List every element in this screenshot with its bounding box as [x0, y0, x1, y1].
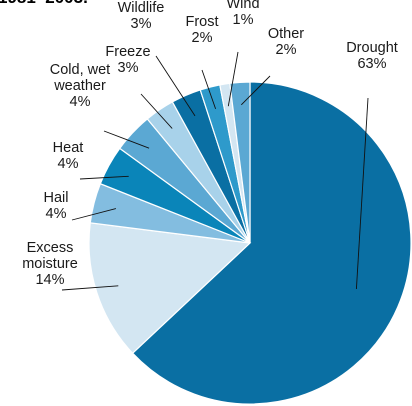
- slice-value-label: 4%: [70, 94, 91, 110]
- slice-label: Wildlife 3%: [118, 0, 165, 32]
- slice-label: Frost 2%: [185, 14, 218, 46]
- slice-label: Heat 4%: [53, 140, 84, 172]
- slice-value-label: 3%: [118, 60, 139, 76]
- slice-value-label: 2%: [192, 30, 213, 46]
- slice-value-label: 2%: [276, 42, 297, 58]
- leader-line: [61, 285, 119, 291]
- slice-value-label: 63%: [357, 56, 386, 72]
- slice-category-label: Drought: [346, 40, 398, 56]
- leader-line: [355, 97, 369, 290]
- pie-slice-drought: [131, 81, 412, 405]
- slice-category-label: moisture: [22, 256, 78, 272]
- slice-value-label: 3%: [131, 16, 152, 32]
- leader-line: [240, 75, 271, 106]
- pie-slice-other: [229, 81, 251, 244]
- slice-label: Hail 4%: [44, 190, 69, 222]
- slice-category-label: Excess: [27, 240, 74, 256]
- slice-value-label: 4%: [46, 206, 67, 222]
- slice-value-label: 1%: [233, 12, 254, 28]
- slice-category-label: weather: [53, 78, 106, 94]
- slice-category-label: Heat: [53, 140, 84, 156]
- slice-category-label: Hail: [44, 190, 69, 206]
- slice-label: Wind 1%: [226, 0, 259, 28]
- slice-label: Freeze 3%: [105, 44, 150, 76]
- slice-category-label: Frost: [185, 14, 218, 30]
- slice-value-label: 4%: [58, 156, 79, 172]
- slice-label: Excess moisture 14%: [22, 240, 78, 288]
- leader-line: [201, 69, 217, 110]
- slice-label: Drought 63%: [346, 40, 398, 72]
- leader-line: [71, 208, 117, 221]
- leader-line: [140, 93, 173, 129]
- slice-category-label: Wildlife: [118, 0, 165, 16]
- slice-value-label: 14%: [35, 272, 64, 288]
- slice-category-label: Wind: [226, 0, 259, 12]
- leader-line: [155, 55, 196, 117]
- pie-slice-excess-moisture: [88, 222, 252, 355]
- slice-label: Cold, wet weather 4%: [50, 62, 110, 110]
- leader-line: [103, 130, 150, 149]
- slice-label: Other 2%: [268, 26, 304, 58]
- leader-line: [227, 51, 239, 107]
- slice-category-label: Other: [268, 26, 304, 42]
- chart-title: 1981–2003.: [0, 0, 88, 8]
- slice-category-label: Freeze: [105, 44, 150, 60]
- leader-line: [79, 175, 129, 180]
- slice-category-label: Cold, wet: [50, 62, 110, 78]
